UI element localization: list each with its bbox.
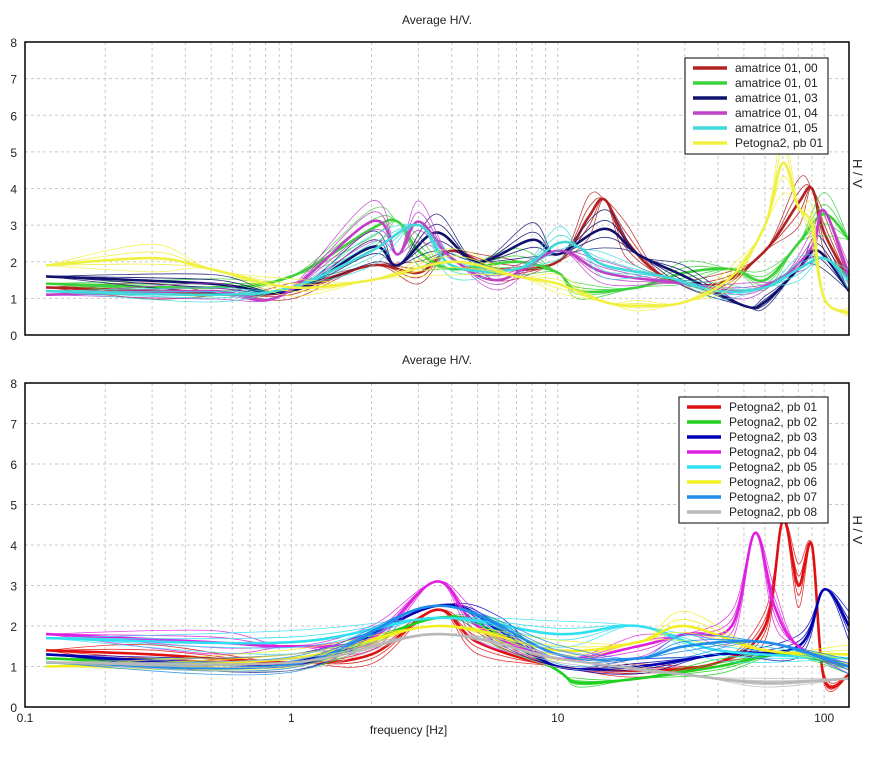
y-tick-label: 7 — [10, 418, 17, 432]
series-variant-line — [46, 633, 850, 682]
plot-frame — [24, 41, 850, 336]
series-variant-line — [46, 188, 850, 301]
y-axis-label: H / V — [850, 159, 865, 188]
y-tick-label: 5 — [10, 499, 17, 513]
y-tick-label: 2 — [10, 620, 17, 634]
y-tick-label: 5 — [10, 146, 17, 160]
series-line-4 — [46, 208, 851, 302]
series-line-5 — [46, 616, 850, 660]
series-variant-line — [46, 633, 850, 686]
y-tick-label: 6 — [10, 109, 17, 123]
legend-label: Petogna2, pb 04 — [729, 445, 817, 459]
x-tick-label: 1 — [288, 711, 295, 725]
y-tick-label: 4 — [10, 183, 17, 197]
x-tick-label: 100 — [814, 711, 834, 725]
series-variant-line — [46, 625, 850, 671]
y-axis-label: H / V — [850, 516, 865, 545]
y-tick-label: 3 — [10, 219, 17, 233]
legend-label: Petogna2, pb 08 — [729, 505, 817, 519]
y-tick-label: 1 — [10, 661, 17, 675]
legend-label: amatrice 01, 00 — [735, 61, 818, 75]
legend-label: amatrice 01, 03 — [735, 91, 818, 105]
plot-frame — [24, 382, 850, 708]
y-tick-label: 4 — [10, 539, 17, 553]
x-tick-label: 0.1 — [17, 711, 34, 725]
y-tick-label: 2 — [10, 256, 17, 270]
y-tick-label: 0 — [10, 701, 17, 715]
series-line-8 — [46, 632, 850, 685]
chart-title: Average H/V. — [402, 353, 472, 367]
y-tick-label: 0 — [10, 329, 17, 343]
legend-label: amatrice 01, 01 — [735, 76, 818, 90]
series-variant-line — [46, 175, 850, 296]
legend-box — [684, 57, 829, 155]
legend-label: Petogna2, pb 01 — [729, 400, 817, 414]
y-tick-label: 3 — [10, 580, 17, 594]
y-tick-label: 6 — [10, 458, 17, 472]
series-variant-line — [46, 209, 850, 308]
series-variant-line — [46, 204, 850, 291]
y-tick-label: 8 — [10, 377, 17, 391]
series-variant-line — [46, 605, 850, 676]
chart-title: Average H/V. — [402, 13, 472, 27]
series-variant-line — [46, 617, 850, 659]
y-tick-label: 1 — [10, 292, 17, 306]
legend-label: Petogna2, pb 05 — [729, 460, 817, 474]
series-variant-line — [46, 617, 850, 659]
series-line-6 — [46, 161, 850, 315]
chart-panel-2: Average H/V. 0 1 2 3 4 5 6 7 8 H / V Petogna2, pb 0… — [10, 353, 865, 737]
y-tick-label: 7 — [10, 73, 17, 87]
legend-label: Petogna2, pb 03 — [729, 430, 817, 444]
series-variant-line — [46, 633, 850, 688]
legend-box — [678, 396, 829, 524]
y-tick-label: 8 — [10, 36, 17, 50]
legend-label: Petogna2, pb 02 — [729, 415, 817, 429]
series-variant-line — [46, 605, 850, 664]
legend-label: Petogna2, pb 07 — [729, 490, 817, 504]
series-variant-line — [46, 617, 850, 659]
series-variant-line — [46, 633, 850, 680]
legend-label: Petogna2, pb 01 — [735, 136, 823, 150]
legend-label: Petogna2, pb 06 — [729, 475, 817, 489]
legend-label: amatrice 01, 05 — [735, 121, 818, 135]
series-line-2 — [46, 212, 851, 294]
chart-panel-1: Average H/V. 0 1 2 3 4 5 6 7 8 H / V amatrice 01, 0… — [10, 13, 865, 343]
legend-label: amatrice 01, 04 — [735, 106, 818, 120]
x-tick-label: 10 — [551, 711, 565, 725]
x-axis-label: frequency [Hz] — [370, 723, 447, 737]
